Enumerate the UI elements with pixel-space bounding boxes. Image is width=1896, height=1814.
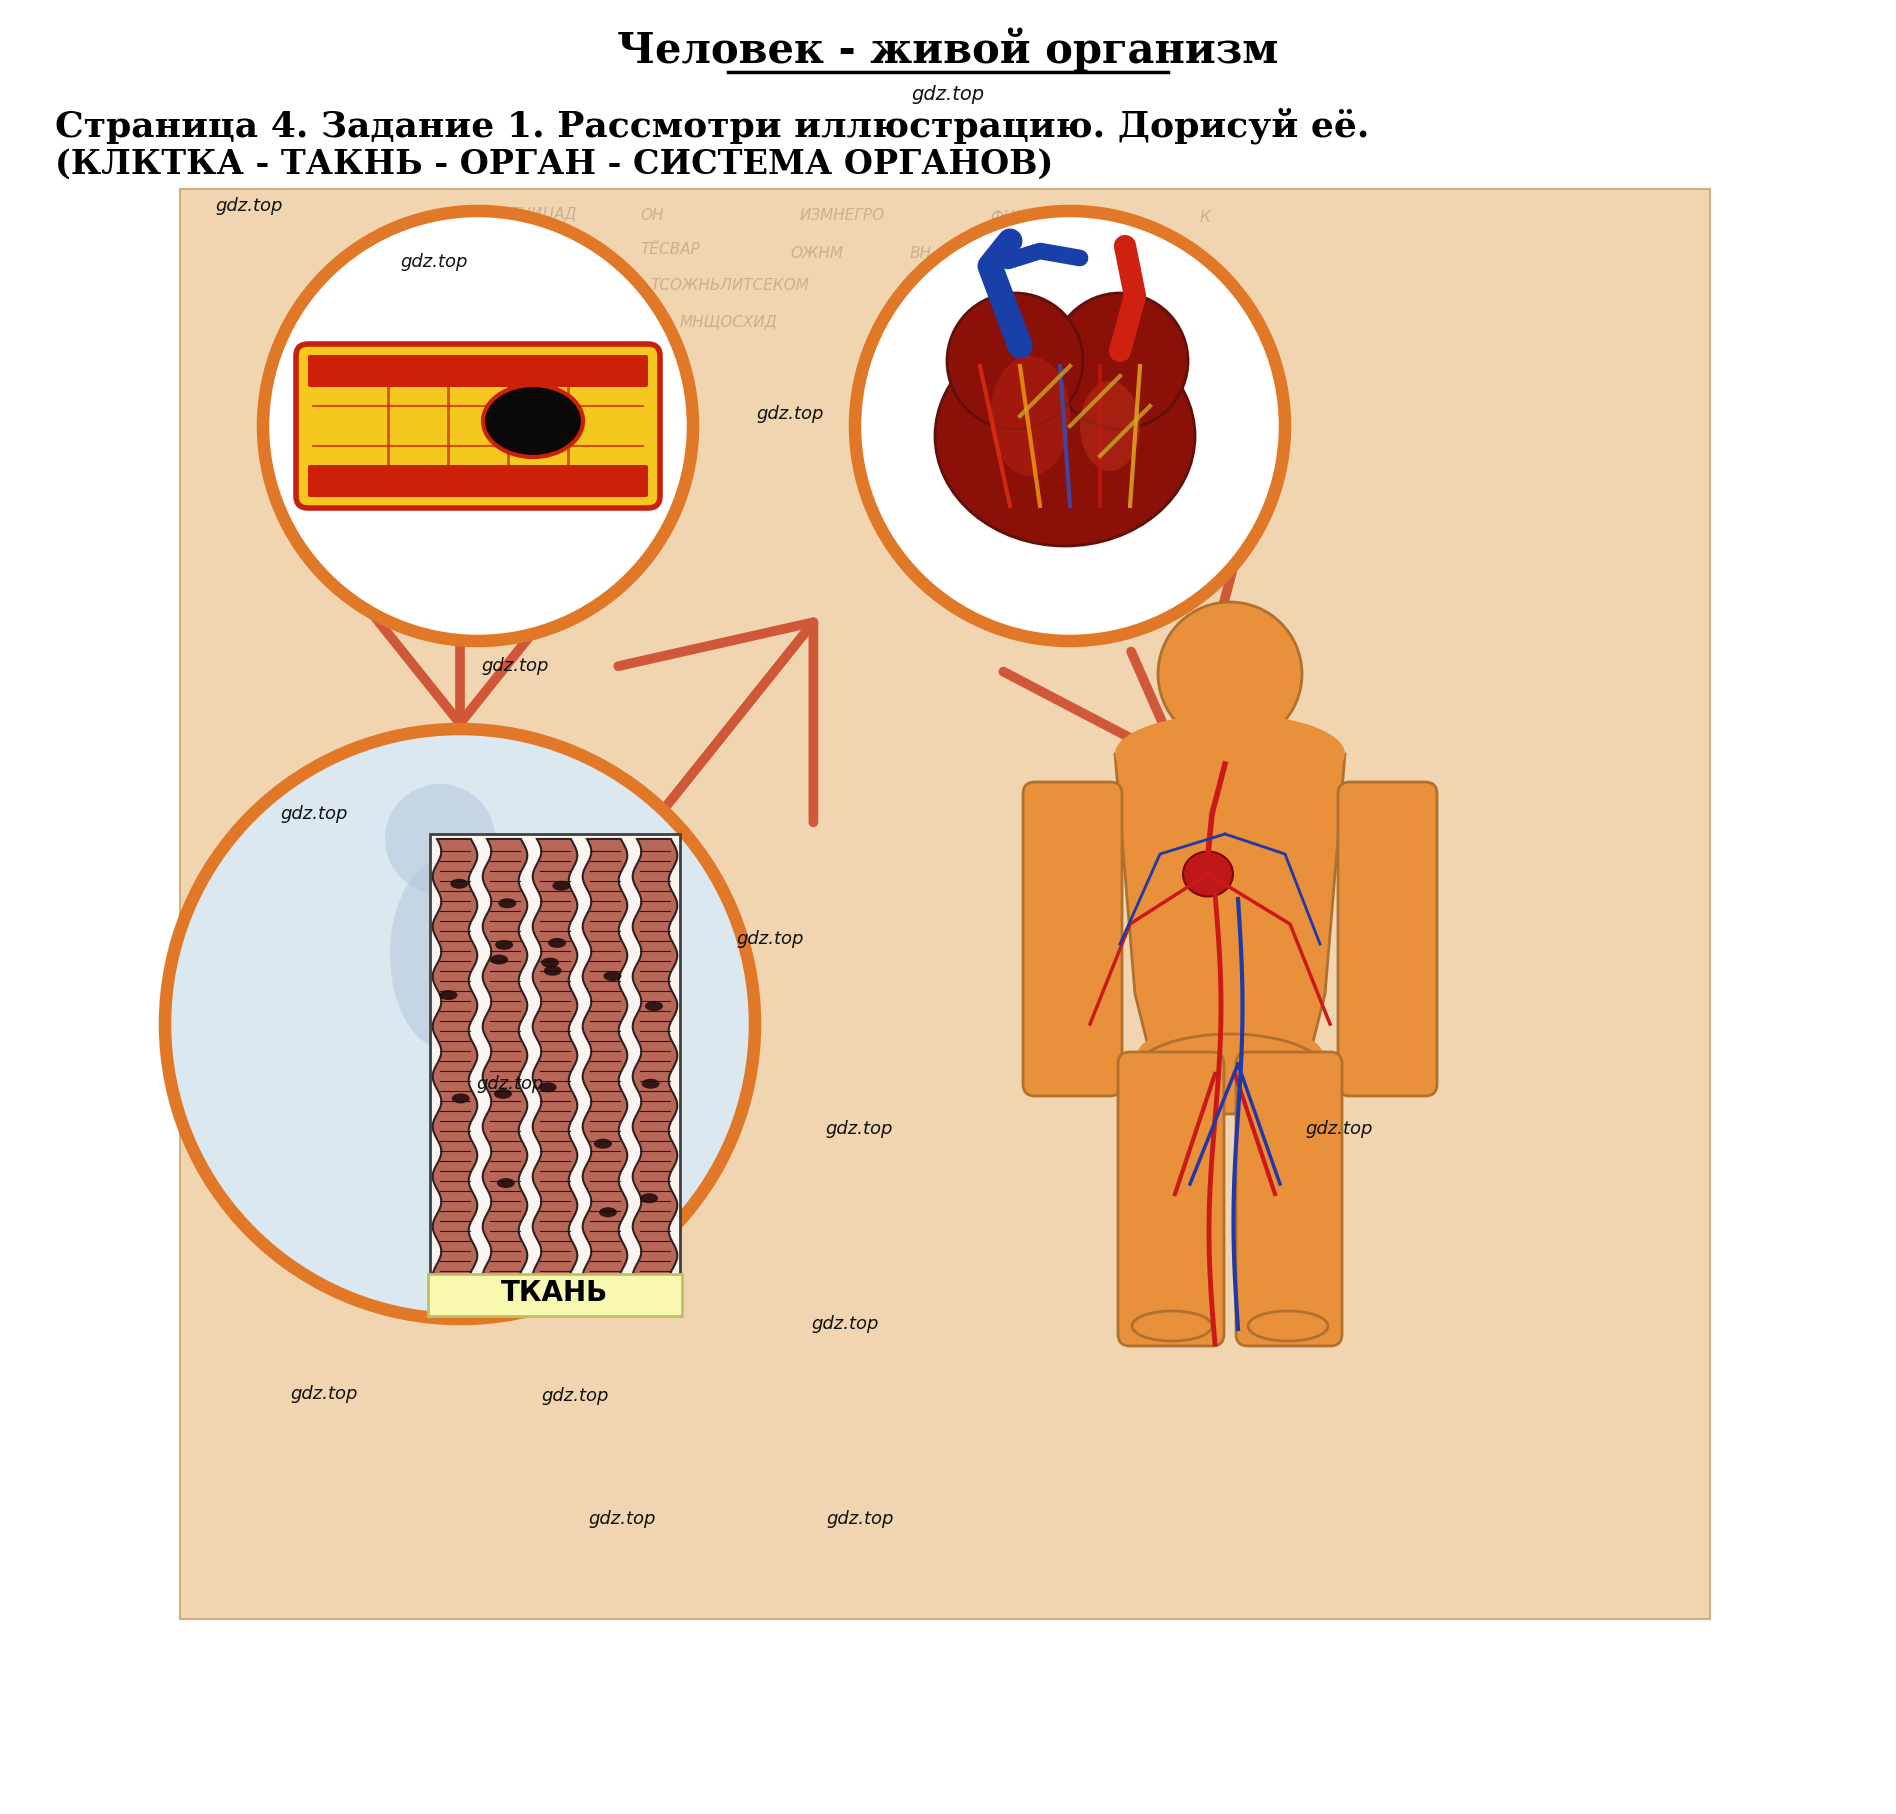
Ellipse shape — [499, 898, 516, 909]
FancyBboxPatch shape — [1339, 782, 1437, 1096]
Polygon shape — [633, 840, 677, 1310]
Ellipse shape — [391, 860, 501, 1048]
Text: МИКРООРГАН: МИКРООРГАН — [1050, 314, 1158, 330]
Circle shape — [1052, 294, 1189, 428]
Ellipse shape — [305, 974, 394, 1154]
Text: gdz.top: gdz.top — [290, 1386, 356, 1402]
Ellipse shape — [495, 1088, 512, 1099]
FancyBboxPatch shape — [1200, 678, 1261, 755]
Text: ТКАНЬ: ТКАНЬ — [501, 1279, 609, 1308]
Ellipse shape — [1248, 1312, 1327, 1341]
Ellipse shape — [548, 938, 567, 949]
Polygon shape — [1115, 755, 1344, 1054]
Circle shape — [165, 729, 755, 1319]
Text: ТЬТСОП: ТЬТСОП — [489, 314, 554, 330]
Text: gdz.top: gdz.top — [827, 1509, 893, 1527]
Text: НЬТСЕ: НЬТСЕ — [1050, 249, 1102, 263]
Text: К: К — [1200, 209, 1212, 225]
FancyBboxPatch shape — [180, 189, 1710, 1620]
Ellipse shape — [1183, 851, 1232, 896]
Text: gdz.top: gdz.top — [400, 252, 468, 270]
Text: gdz.top: gdz.top — [1304, 1119, 1373, 1137]
Circle shape — [855, 210, 1285, 640]
Text: ИЗМНЕГРО: ИЗМНЕГРО — [800, 209, 885, 223]
Circle shape — [946, 294, 1083, 428]
Text: ОН: ОН — [641, 209, 664, 223]
Ellipse shape — [1115, 715, 1344, 795]
Ellipse shape — [544, 965, 561, 976]
Text: ТНИЦАД: ТНИЦАД — [510, 207, 576, 221]
Text: ТЁСВАР: ТЁСВАР — [641, 241, 700, 256]
Ellipse shape — [538, 1083, 557, 1092]
Ellipse shape — [603, 970, 622, 981]
FancyBboxPatch shape — [1119, 1052, 1225, 1346]
Ellipse shape — [489, 954, 508, 965]
FancyBboxPatch shape — [307, 464, 648, 497]
Ellipse shape — [645, 1001, 664, 1010]
Circle shape — [301, 865, 398, 961]
FancyBboxPatch shape — [1024, 782, 1122, 1096]
Text: gdz.top: gdz.top — [736, 931, 804, 949]
Ellipse shape — [440, 990, 457, 1000]
Text: МИСКРОГНАИИ: МИСКРОГНАИИ — [1020, 279, 1139, 294]
Text: gdz.top: gdz.top — [757, 405, 823, 423]
Circle shape — [264, 210, 694, 640]
Text: растёт,: растёт, — [510, 241, 569, 256]
Ellipse shape — [451, 1094, 470, 1103]
Text: gdz.top: gdz.top — [912, 85, 984, 103]
Text: НА: НА — [571, 279, 592, 294]
Ellipse shape — [599, 1208, 616, 1217]
Text: gdz.top: gdz.top — [542, 1388, 609, 1406]
Ellipse shape — [935, 327, 1194, 546]
FancyBboxPatch shape — [296, 345, 660, 508]
FancyBboxPatch shape — [430, 834, 681, 1313]
Text: Страница 4. Задание 1. Рассмотри иллюстрацию. Дорисуй её.: Страница 4. Задание 1. Рассмотри иллюстр… — [55, 107, 1369, 145]
Text: (КЛКТКА - ТАКНЬ - ОРГАН - СИСТЕМА ОРГАНОВ): (КЛКТКА - ТАКНЬ - ОРГАН - СИСТЕМА ОРГАНО… — [55, 147, 1054, 181]
Ellipse shape — [641, 1079, 660, 1088]
Ellipse shape — [1132, 1312, 1212, 1341]
Text: gdz.top: gdz.top — [588, 1509, 656, 1527]
Ellipse shape — [497, 1177, 516, 1188]
Text: С: С — [901, 314, 910, 330]
Text: С: С — [901, 279, 910, 294]
Text: ФЦИНК: ФЦИНК — [990, 209, 1048, 225]
Ellipse shape — [449, 878, 468, 889]
FancyBboxPatch shape — [1236, 1052, 1342, 1346]
FancyBboxPatch shape — [307, 356, 648, 386]
Ellipse shape — [495, 940, 514, 951]
Text: gdz.top: gdz.top — [811, 1315, 878, 1333]
Ellipse shape — [1132, 1034, 1327, 1114]
Ellipse shape — [483, 385, 582, 457]
Polygon shape — [483, 840, 527, 1310]
Text: gdz.top: gdz.top — [476, 1076, 544, 1094]
Text: gdz.top: gdz.top — [482, 657, 548, 675]
Ellipse shape — [1138, 1023, 1323, 1085]
Text: ВН: ВН — [910, 247, 933, 261]
Text: gdz.top: gdz.top — [214, 198, 283, 216]
Polygon shape — [533, 840, 576, 1310]
Polygon shape — [432, 840, 478, 1310]
FancyBboxPatch shape — [428, 1273, 683, 1315]
Ellipse shape — [641, 1194, 658, 1203]
Text: МНЩОСХИД: МНЩОСХИД — [681, 314, 777, 330]
Polygon shape — [582, 840, 628, 1310]
Ellipse shape — [552, 882, 571, 891]
Circle shape — [385, 784, 495, 894]
Ellipse shape — [593, 1139, 612, 1148]
Circle shape — [1158, 602, 1303, 746]
Text: gdz.top: gdz.top — [281, 805, 347, 824]
Text: Человек - живой организм: Человек - живой организм — [618, 27, 1278, 73]
Text: gdz.top: gdz.top — [825, 1119, 893, 1137]
Ellipse shape — [540, 958, 559, 967]
Text: ТСОЖНЬЛИТСЕКОМ: ТСОЖНЬЛИТСЕКОМ — [650, 279, 810, 294]
Ellipse shape — [990, 356, 1069, 475]
Text: ОЖНМ: ОЖНМ — [791, 247, 844, 261]
Ellipse shape — [1081, 381, 1139, 472]
